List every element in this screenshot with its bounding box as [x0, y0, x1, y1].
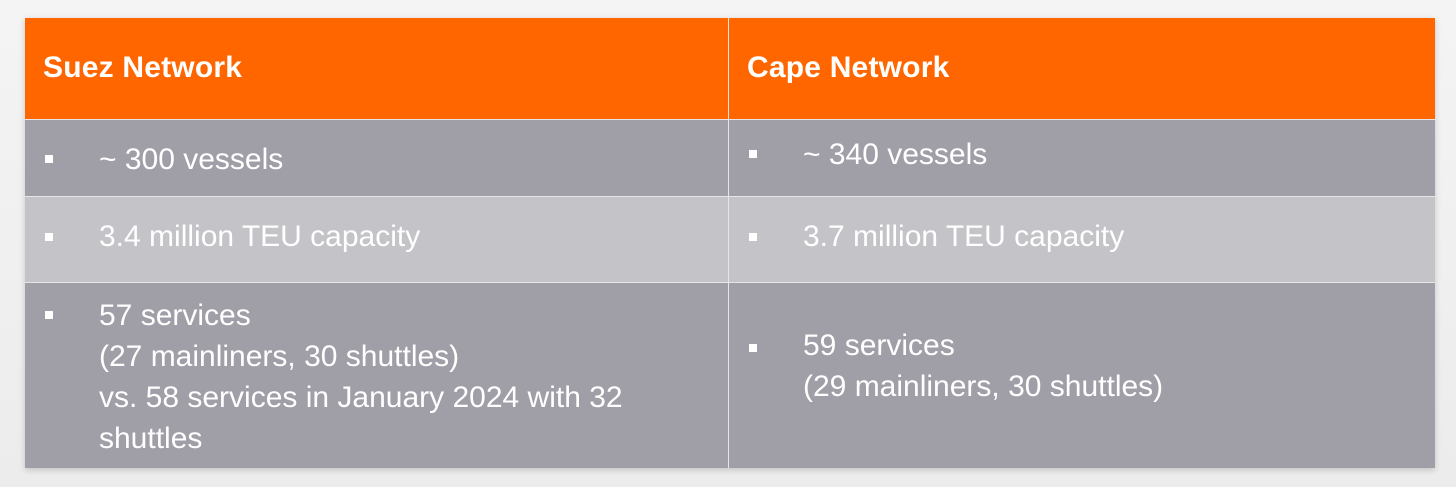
header-suez-network: Suez Network	[25, 18, 729, 120]
header-suez-label: Suez Network	[43, 50, 243, 84]
suez-vessels-text: ~ 300 vessels	[99, 142, 284, 176]
cape-capacity-cell: 3.7 million TEU capacity	[729, 197, 1435, 283]
suez-services-line: 57 services	[99, 299, 251, 332]
cape-services-line: (29 mainliners, 30 shuttles)	[803, 369, 1164, 403]
bullet-icon	[45, 311, 53, 319]
cape-services-line: 59 services	[803, 328, 955, 362]
bullet-icon	[45, 232, 53, 241]
cape-capacity-text: 3.7 million TEU capacity	[803, 220, 1125, 253]
suez-vessels-cell: ~ 300 vessels	[25, 120, 729, 197]
bullet-icon	[749, 232, 757, 241]
bullet-icon	[749, 150, 757, 158]
bullet-icon	[45, 155, 53, 163]
suez-services-cell: 57 services (27 mainliners, 30 shuttles)…	[25, 283, 729, 468]
suez-capacity-cell: 3.4 million TEU capacity	[25, 197, 729, 283]
network-comparison-table: Suez Network Cape Network ~ 300 vessels …	[25, 18, 1435, 468]
cape-services-cell: 59 services (29 mainliners, 30 shuttles)	[729, 283, 1435, 468]
cape-services-text: 59 services (29 mainliners, 30 shuttles)	[803, 325, 1163, 407]
suez-capacity-text: 3.4 million TEU capacity	[99, 220, 421, 253]
cape-vessels-text: ~ 340 vessels	[803, 137, 988, 171]
bullet-icon	[749, 343, 757, 352]
suez-services-line: vs. 58 services in January 2024 with 32	[99, 381, 623, 414]
header-cape-label: Cape Network	[747, 50, 950, 84]
header-cape-network: Cape Network	[729, 18, 1435, 120]
suez-services-text: 57 services (27 mainliners, 30 shuttles)…	[99, 295, 623, 459]
suez-services-line: (27 mainliners, 30 shuttles)	[99, 340, 460, 373]
cape-vessels-cell: ~ 340 vessels	[729, 120, 1435, 197]
suez-services-line: shuttles	[99, 422, 203, 455]
